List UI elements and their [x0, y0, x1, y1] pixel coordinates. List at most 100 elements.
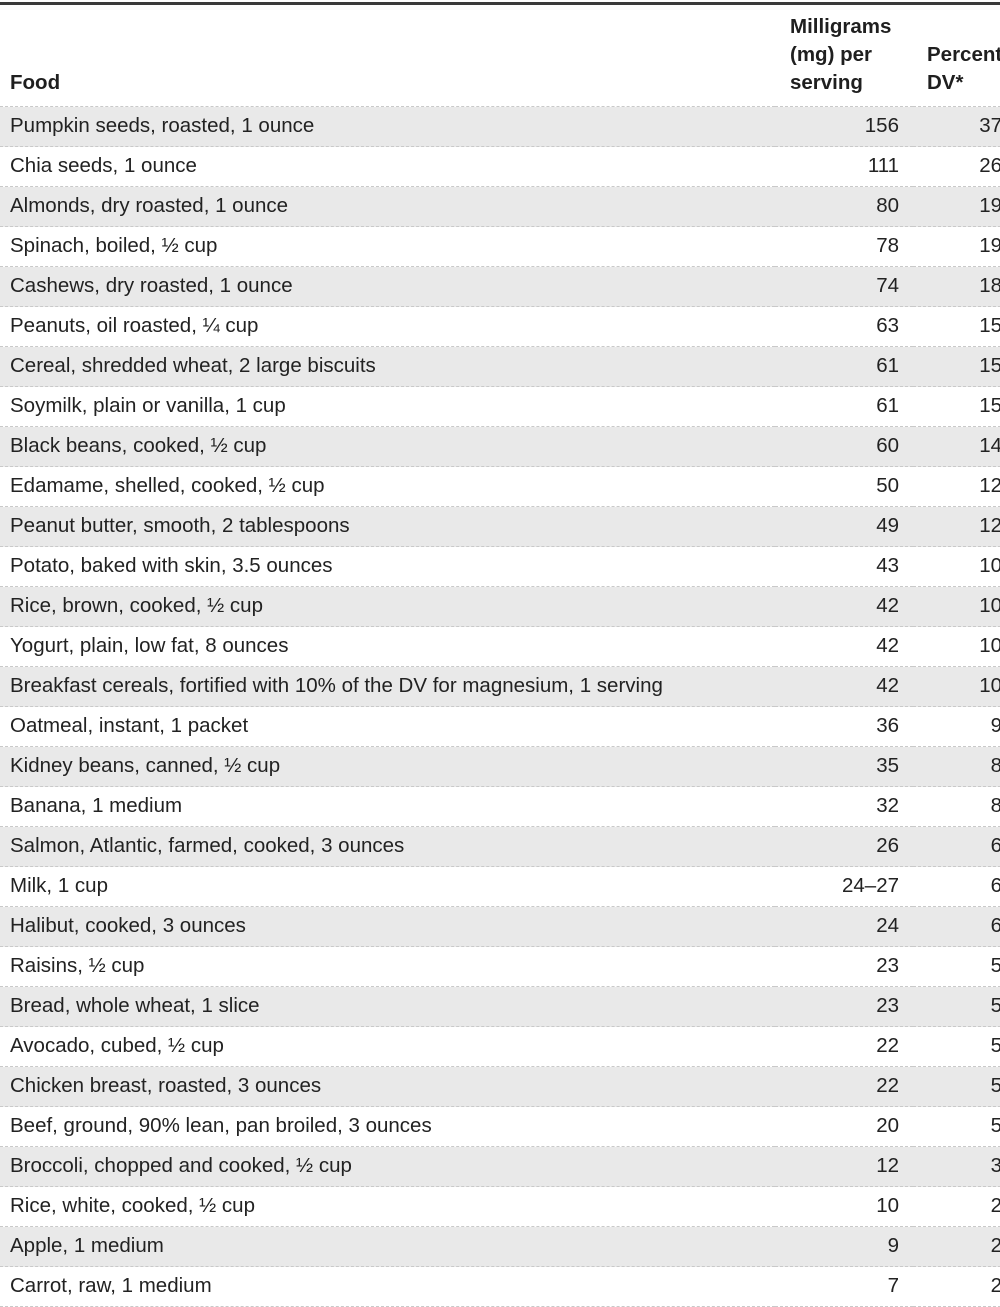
table-row: Almonds, dry roasted, 1 ounce 80 19 — [0, 186, 1000, 227]
cell-milligrams: 10 — [775, 1186, 913, 1227]
column-header-percent-dv-line1: Percent — [927, 43, 1000, 66]
cell-milligrams: 24 — [775, 906, 913, 947]
cell-milligrams: 42 — [775, 586, 913, 627]
cell-percent-dv: 26 — [913, 146, 1000, 187]
table-row: Rice, brown, cooked, ½ cup 42 10 — [0, 586, 1000, 627]
cell-food: Black beans, cooked, ½ cup — [0, 426, 775, 467]
table-row: Edamame, shelled, cooked, ½ cup 50 12 — [0, 466, 1000, 507]
cell-percent-dv: 14 — [913, 426, 1000, 467]
cell-food: Rice, brown, cooked, ½ cup — [0, 586, 775, 627]
cell-food: Halibut, cooked, 3 ounces — [0, 906, 775, 947]
table-row: Rice, white, cooked, ½ cup 10 2 — [0, 1186, 1000, 1227]
cell-food: Pumpkin seeds, roasted, 1 ounce — [0, 106, 775, 147]
cell-percent-dv: 15 — [913, 306, 1000, 347]
cell-percent-dv: 15 — [913, 386, 1000, 427]
table-row: Yogurt, plain, low fat, 8 ounces 42 10 — [0, 626, 1000, 667]
table-row: Salmon, Atlantic, farmed, cooked, 3 ounc… — [0, 826, 1000, 867]
cell-milligrams: 49 — [775, 506, 913, 547]
cell-food: Avocado, cubed, ½ cup — [0, 1026, 775, 1067]
cell-food: Raisins, ½ cup — [0, 946, 775, 987]
table-row: Potato, baked with skin, 3.5 ounces 43 10 — [0, 546, 1000, 587]
cell-milligrams: 43 — [775, 546, 913, 587]
column-header-food-label: Food — [10, 71, 61, 94]
cell-percent-dv: 15 — [913, 346, 1000, 387]
cell-milligrams: 7 — [775, 1266, 913, 1307]
cell-milligrams: 63 — [775, 306, 913, 347]
table-row: Raisins, ½ cup 23 5 — [0, 946, 1000, 987]
cell-milligrams: 26 — [775, 826, 913, 867]
cell-milligrams: 61 — [775, 346, 913, 387]
cell-food: Peanuts, oil roasted, ¼ cup — [0, 306, 775, 347]
table-header-row: Food Milligrams (mg) per serving Percent… — [0, 2, 1000, 107]
column-header-milligrams-line1: Milligrams — [790, 15, 892, 38]
cell-food: Rice, white, cooked, ½ cup — [0, 1186, 775, 1227]
cell-food: Potato, baked with skin, 3.5 ounces — [0, 546, 775, 587]
table-row: Chia seeds, 1 ounce 111 26 — [0, 146, 1000, 187]
cell-milligrams: 42 — [775, 626, 913, 667]
cell-milligrams: 23 — [775, 986, 913, 1027]
cell-percent-dv: 37 — [913, 106, 1000, 147]
cell-milligrams: 111 — [775, 146, 913, 187]
cell-food: Kidney beans, canned, ½ cup — [0, 746, 775, 787]
cell-milligrams: 61 — [775, 386, 913, 427]
cell-food: Carrot, raw, 1 medium — [0, 1266, 775, 1307]
cell-food: Chicken breast, roasted, 3 ounces — [0, 1066, 775, 1107]
cell-percent-dv: 19 — [913, 186, 1000, 227]
cell-food: Broccoli, chopped and cooked, ½ cup — [0, 1146, 775, 1187]
cell-food: Soymilk, plain or vanilla, 1 cup — [0, 386, 775, 427]
table-row: Chicken breast, roasted, 3 ounces 22 5 — [0, 1066, 1000, 1107]
cell-percent-dv: 12 — [913, 466, 1000, 507]
cell-percent-dv: 8 — [913, 746, 1000, 787]
cell-percent-dv: 9 — [913, 706, 1000, 747]
table-header: Food Milligrams (mg) per serving Percent… — [0, 2, 1000, 107]
table-row: Banana, 1 medium 32 8 — [0, 786, 1000, 827]
cell-milligrams: 50 — [775, 466, 913, 507]
cell-food: Yogurt, plain, low fat, 8 ounces — [0, 626, 775, 667]
column-header-milligrams-line2: (mg) per — [790, 43, 872, 66]
cell-milligrams: 74 — [775, 266, 913, 307]
cell-food: Spinach, boiled, ½ cup — [0, 226, 775, 267]
cell-percent-dv: 19 — [913, 226, 1000, 267]
cell-percent-dv: 6 — [913, 826, 1000, 867]
cell-milligrams: 80 — [775, 186, 913, 227]
cell-percent-dv: 10 — [913, 626, 1000, 667]
cell-percent-dv: 10 — [913, 586, 1000, 627]
cell-percent-dv: 2 — [913, 1266, 1000, 1307]
cell-milligrams: 156 — [775, 106, 913, 147]
cell-milligrams: 78 — [775, 226, 913, 267]
table-row: Spinach, boiled, ½ cup 78 19 — [0, 226, 1000, 267]
table-row: Pumpkin seeds, roasted, 1 ounce 156 37 — [0, 106, 1000, 147]
table-row: Carrot, raw, 1 medium 7 2 — [0, 1266, 1000, 1307]
cell-milligrams: 35 — [775, 746, 913, 787]
column-header-milligrams-line3: serving — [790, 71, 863, 94]
cell-milligrams: 12 — [775, 1146, 913, 1187]
cell-milligrams: 60 — [775, 426, 913, 467]
cell-milligrams: 32 — [775, 786, 913, 827]
cell-milligrams: 20 — [775, 1106, 913, 1147]
cell-percent-dv: 10 — [913, 666, 1000, 707]
table-row: Breakfast cereals, fortified with 10% of… — [0, 666, 1000, 707]
table-row: Cereal, shredded wheat, 2 large biscuits… — [0, 346, 1000, 387]
cell-food: Banana, 1 medium — [0, 786, 775, 827]
cell-milligrams: 42 — [775, 666, 913, 707]
cell-food: Almonds, dry roasted, 1 ounce — [0, 186, 775, 227]
table-row: Peanuts, oil roasted, ¼ cup 63 15 — [0, 306, 1000, 347]
cell-percent-dv: 5 — [913, 1026, 1000, 1067]
cell-food: Salmon, Atlantic, farmed, cooked, 3 ounc… — [0, 826, 775, 867]
cell-percent-dv: 5 — [913, 1106, 1000, 1147]
table-row: Peanut butter, smooth, 2 tablespoons 49 12 — [0, 506, 1000, 547]
cell-milligrams: 9 — [775, 1226, 913, 1267]
cell-percent-dv: 2 — [913, 1226, 1000, 1267]
table-body: Pumpkin seeds, roasted, 1 ounce 156 37 Chia… — [0, 106, 1000, 1307]
cell-percent-dv: 2 — [913, 1186, 1000, 1227]
cell-percent-dv: 6 — [913, 866, 1000, 907]
table-row: Apple, 1 medium 9 2 — [0, 1226, 1000, 1267]
cell-milligrams: 22 — [775, 1026, 913, 1067]
table-row: Milk, 1 cup 24–27 6 — [0, 866, 1000, 907]
table-row: Kidney beans, canned, ½ cup 35 8 — [0, 746, 1000, 787]
table-row: Oatmeal, instant, 1 packet 36 9 — [0, 706, 1000, 747]
cell-percent-dv: 5 — [913, 986, 1000, 1027]
table-row: Black beans, cooked, ½ cup 60 14 — [0, 426, 1000, 467]
column-header-percent-dv: Percent DV* — [913, 2, 1000, 107]
